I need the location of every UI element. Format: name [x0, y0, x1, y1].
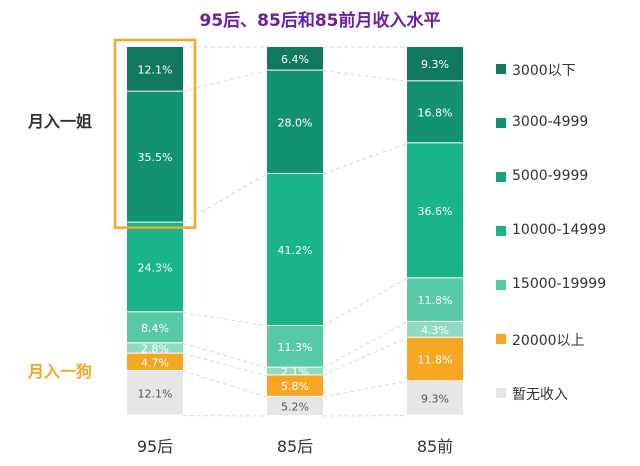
highlight-box	[113, 38, 197, 229]
data-label: 9.3%	[421, 392, 449, 405]
legend-swatch	[496, 172, 506, 182]
bar-segment	[407, 337, 463, 381]
data-label: 35.5%	[138, 151, 173, 164]
connector-line	[322, 321, 408, 369]
data-label: 4.3%	[421, 324, 449, 337]
data-label: 2.8%	[141, 342, 169, 355]
data-label: 8.4%	[141, 322, 169, 335]
bar-segment	[407, 143, 463, 278]
data-label: 11.8%	[418, 354, 453, 367]
bar-segment	[407, 381, 463, 415]
legend-label: 10000-14999	[512, 222, 607, 238]
bar-segment	[407, 47, 463, 81]
legend-swatch	[496, 226, 506, 236]
connector-line	[182, 70, 268, 93]
connector-line	[322, 142, 408, 175]
bar-segment	[127, 222, 183, 312]
connector-line	[322, 380, 408, 398]
connector-line	[322, 337, 408, 376]
legend-label: 5000-9999	[512, 168, 589, 184]
legend-swatch	[496, 388, 506, 398]
annotation-yuerujie: 月入一姐	[28, 112, 93, 131]
bar-segment	[127, 47, 183, 91]
legend-label: 15000-19999	[512, 276, 607, 292]
x-tick-label: 95后	[137, 437, 173, 456]
data-label: 2.1%	[281, 366, 309, 379]
connector-line	[182, 342, 268, 369]
bar-segment	[127, 370, 183, 415]
x-tick-label: 85后	[277, 437, 313, 456]
annotation-yuerugou: 月入一狗	[28, 362, 93, 381]
data-label: 4.7%	[141, 356, 169, 369]
data-label: 5.8%	[281, 380, 309, 393]
legend-label: 20000以上	[512, 333, 585, 349]
data-label: 5.2%	[281, 400, 309, 413]
connector-line	[182, 353, 268, 376]
bar-segment	[407, 81, 463, 143]
data-label: 16.8%	[418, 106, 453, 119]
data-label: 11.8%	[418, 294, 453, 307]
chart-title: 95后、85后和85前月收入水平	[199, 11, 441, 31]
legend-label: 3000以下	[512, 63, 576, 79]
bar-segment	[267, 325, 323, 367]
bar-segment	[267, 396, 323, 415]
legend-swatch	[496, 64, 506, 74]
connector-line	[322, 277, 408, 327]
bar-segment	[267, 367, 323, 375]
data-label: 9.3%	[421, 58, 449, 71]
data-label: 11.3%	[278, 341, 313, 354]
connector-line	[322, 70, 408, 82]
bar-segment	[407, 278, 463, 321]
data-label: 28.0%	[278, 116, 313, 129]
data-label: 24.3%	[138, 261, 173, 274]
connector-line	[182, 311, 268, 327]
legend-swatch	[496, 118, 506, 128]
legend-label: 暂无收入	[512, 387, 568, 403]
bar-segment	[127, 91, 183, 222]
connector-line	[182, 173, 268, 224]
bar-segment	[127, 312, 183, 343]
legend-swatch	[496, 334, 506, 344]
bar-segment	[127, 353, 183, 370]
legend-label: 3000-4999	[512, 114, 589, 130]
data-label: 12.1%	[138, 63, 173, 76]
data-label: 6.4%	[281, 53, 309, 66]
legend-swatch	[496, 280, 506, 290]
data-label: 36.6%	[418, 205, 453, 218]
data-label: 41.2%	[278, 244, 313, 257]
bar-segment	[407, 321, 463, 337]
bar-segment	[267, 173, 323, 325]
x-tick-label: 85前	[417, 437, 453, 456]
bar-segment	[267, 47, 323, 70]
connector-line	[182, 370, 268, 398]
bar-segment	[127, 343, 183, 353]
data-label: 12.1%	[138, 387, 173, 400]
bar-segment	[267, 375, 323, 396]
bar-segment	[267, 70, 323, 173]
